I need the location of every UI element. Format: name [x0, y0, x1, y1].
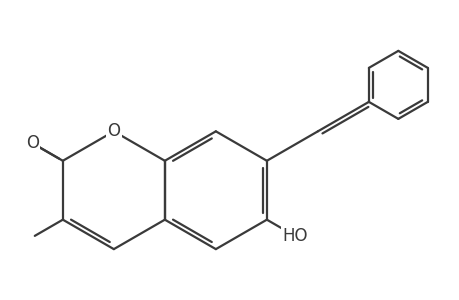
Text: O: O: [26, 134, 39, 152]
Text: HO: HO: [281, 227, 307, 245]
Text: O: O: [107, 122, 120, 140]
